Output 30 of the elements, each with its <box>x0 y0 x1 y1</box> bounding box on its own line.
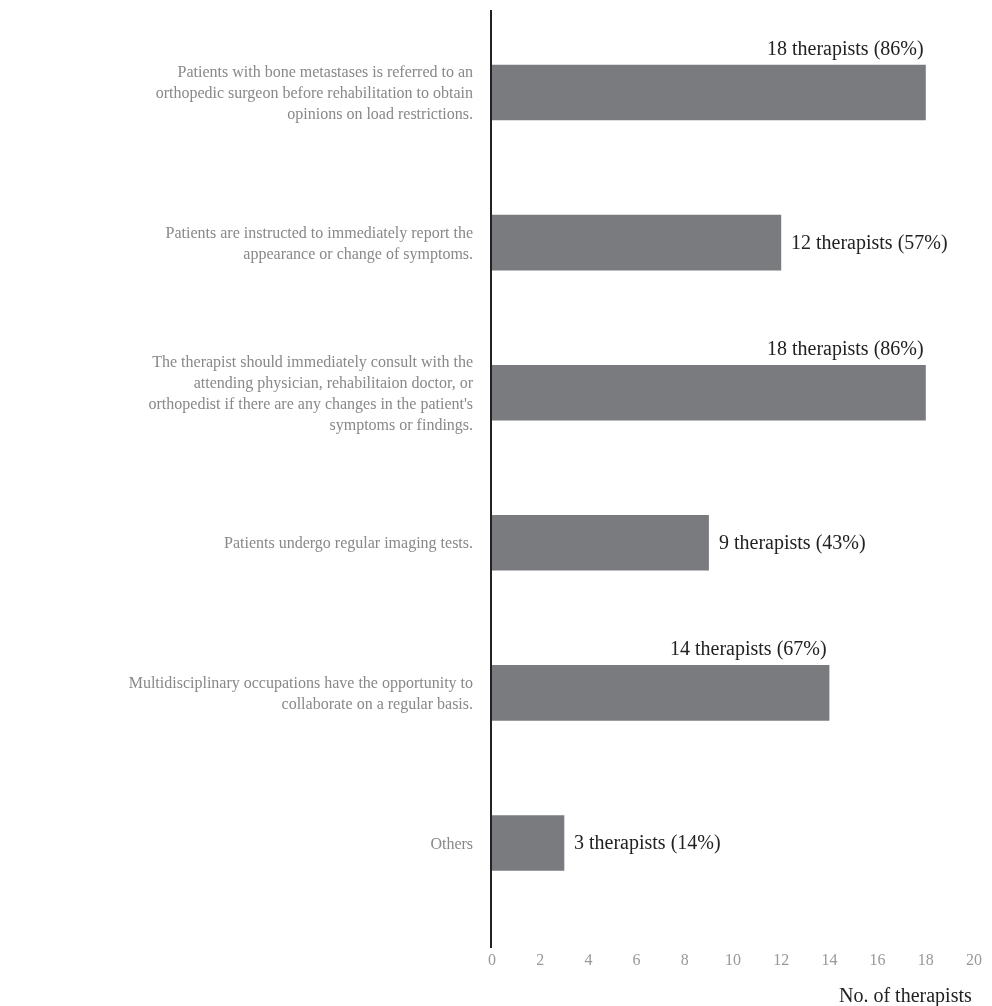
bar <box>492 665 830 721</box>
data-label: 12 therapists (57%) <box>791 231 948 254</box>
y-tick-label: Others <box>430 834 474 852</box>
bar <box>492 214 782 271</box>
data-label: 18 therapists (86%) <box>767 337 924 360</box>
x-tick-label: 2 <box>536 951 545 968</box>
bar <box>492 515 709 571</box>
bar <box>492 815 565 871</box>
x-tick-label: 18 <box>917 951 934 968</box>
x-tick-label: 16 <box>869 951 886 968</box>
y-tick-label: The therapist should immediately consult with the attending physician, rehabilitaion doctor, or orthopedist if there are any changes in the patient's symptoms or findings. <box>148 353 474 434</box>
x-tick-label: 6 <box>632 951 641 968</box>
data-label: 14 therapists (67%) <box>670 637 827 660</box>
x-tick-label: 8 <box>680 951 689 968</box>
x-tick-label: 0 <box>488 951 496 968</box>
x-tick-label: 14 <box>821 951 838 968</box>
x-tick-label: 4 <box>584 951 593 968</box>
y-tick-label: Patients undergo regular imaging tests. <box>224 534 474 553</box>
x-tick-label: 20 <box>966 951 982 968</box>
data-label: 3 therapists (14%) <box>574 831 721 854</box>
y-tick-label: Multidisciplinary occupations have the opportunity to collaborate on a regular basis. <box>128 674 474 713</box>
bar <box>492 364 926 421</box>
x-axis-title: No. of therapists <box>839 984 972 1006</box>
data-label: 18 therapists (86%) <box>767 37 924 60</box>
y-tick-label: Patients with bone metastases is referred to an orthopedic surgeon before rehabilitation to obtain opinions on load restrictions. <box>155 63 474 123</box>
x-tick-label: 10 <box>725 951 741 968</box>
x-tick-label: 12 <box>773 951 790 968</box>
data-label: 9 therapists (43%) <box>719 531 866 554</box>
y-tick-label: Patients are instructed to immediately report the appearance or change of symptoms. <box>165 223 474 263</box>
bar <box>492 64 926 121</box>
